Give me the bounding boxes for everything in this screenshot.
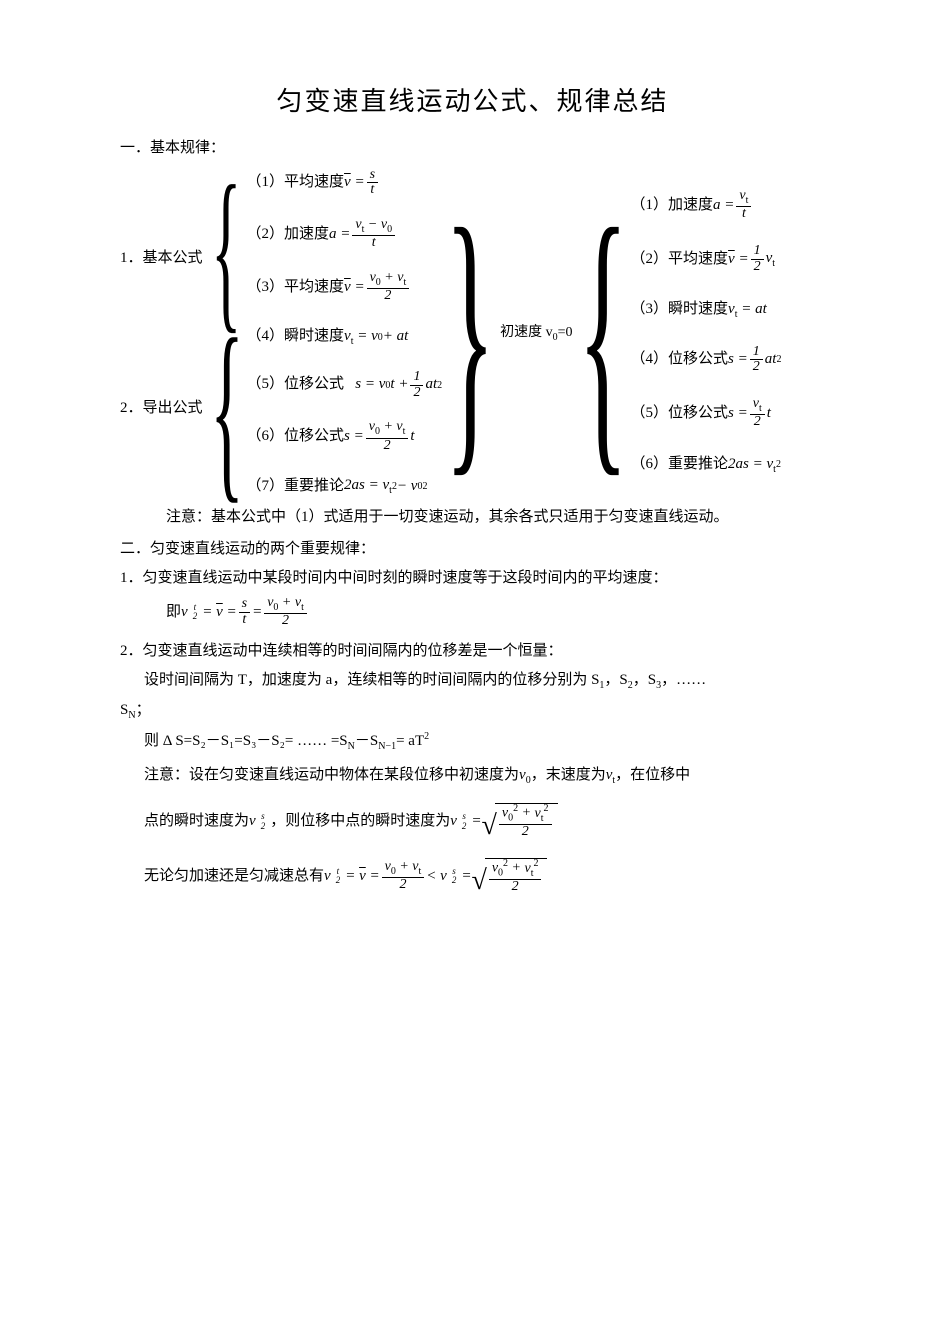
- rule-2: 2．匀变速直线运动中连续相等的时间间隔内的位移差是一个恒量：: [120, 639, 825, 665]
- formula-row: （5）位移公式 s = vt2 t: [631, 397, 782, 430]
- formula-row: （4）位移公式 s = 12 at2: [631, 345, 782, 375]
- rule-1-formula: 即 vt2 = v = st = v0 + vt2: [120, 596, 825, 629]
- section-2-head: 二．匀变速直线运动的两个重要规律：: [120, 537, 825, 563]
- derived-formula-label: 2．导出公式: [120, 396, 207, 422]
- formula-block: 1．基本公式 2．导出公式 { { （1）平均速度 v = st （2）加速度 …: [120, 168, 825, 500]
- basic-formula-label: 1．基本公式: [120, 246, 207, 272]
- note-3: 点的瞬时速度为 vs2 ，则位移中点的瞬时速度为 vs2 = √ v02 + v…: [120, 803, 825, 840]
- note-2: 注意：设在匀变速直线运动中物体在某段位移中初速度为v0，末速度为vt，在位移中: [120, 763, 825, 789]
- left-formula-list: （1）平均速度 v = st （2）加速度 a = vt − v0t （3）平均…: [247, 168, 443, 500]
- formula-row: （3）瞬时速度 vt = at: [631, 297, 782, 323]
- note-4: 无论匀加速还是匀减速总有 vt2 = v = v0 + vt2 < vs2 = …: [120, 858, 825, 895]
- rule-2-line2: 设时间间隔为 T，加速度为 a，连续相等的时间间隔内的位移分别为 S1，S2，S…: [120, 668, 825, 694]
- page-title: 匀变速直线运动公式、规律总结: [120, 80, 825, 124]
- formula-row: （3）平均速度 v = v0 + vt2: [247, 271, 443, 304]
- rule-2-delta: 则 Δ S=S₂－S₁=S₃－S₂= …… =SN－SN−1= aT2: [120, 728, 825, 755]
- brace-icon: }: [445, 214, 495, 454]
- formula-row: （2）平均速度 v = 12 vt: [631, 244, 782, 274]
- initial-velocity-condition: 初速度 v0=0: [498, 321, 574, 346]
- formula-row: （2）加速度 a = vt − v0t: [247, 218, 443, 251]
- formula-row: （7）重要推论 2as = vt2 − v02: [247, 473, 443, 499]
- formula-row: （6）位移公式 s = v0 + vt2 t: [247, 420, 443, 453]
- rule-2-line3: SN；: [120, 698, 825, 724]
- formula-row: （6）重要推论 2as = vt2: [631, 452, 782, 478]
- formula-row: （4）瞬时速度 vt = v0 + at: [247, 324, 443, 350]
- brace-icon: {: [210, 325, 244, 495]
- formula-row: （1）平均速度 v = st: [247, 168, 443, 198]
- formula-row: （5）位移公式 s = v0t + 12 at2: [247, 370, 443, 400]
- formula-row: （1）加速度 a = vtt: [631, 189, 782, 222]
- right-formula-list: （1）加速度 a = vtt （2）平均速度 v = 12 vt （3）瞬时速度…: [631, 189, 782, 478]
- brace-icon: {: [577, 214, 627, 454]
- note-1: 注意：基本公式中（1）式适用于一切变速运动，其余各式只适用于匀变速直线运动。: [166, 505, 825, 531]
- rule-1: 1．匀变速直线运动中某段时间内中间时刻的瞬时速度等于这段时间内的平均速度：: [120, 566, 825, 592]
